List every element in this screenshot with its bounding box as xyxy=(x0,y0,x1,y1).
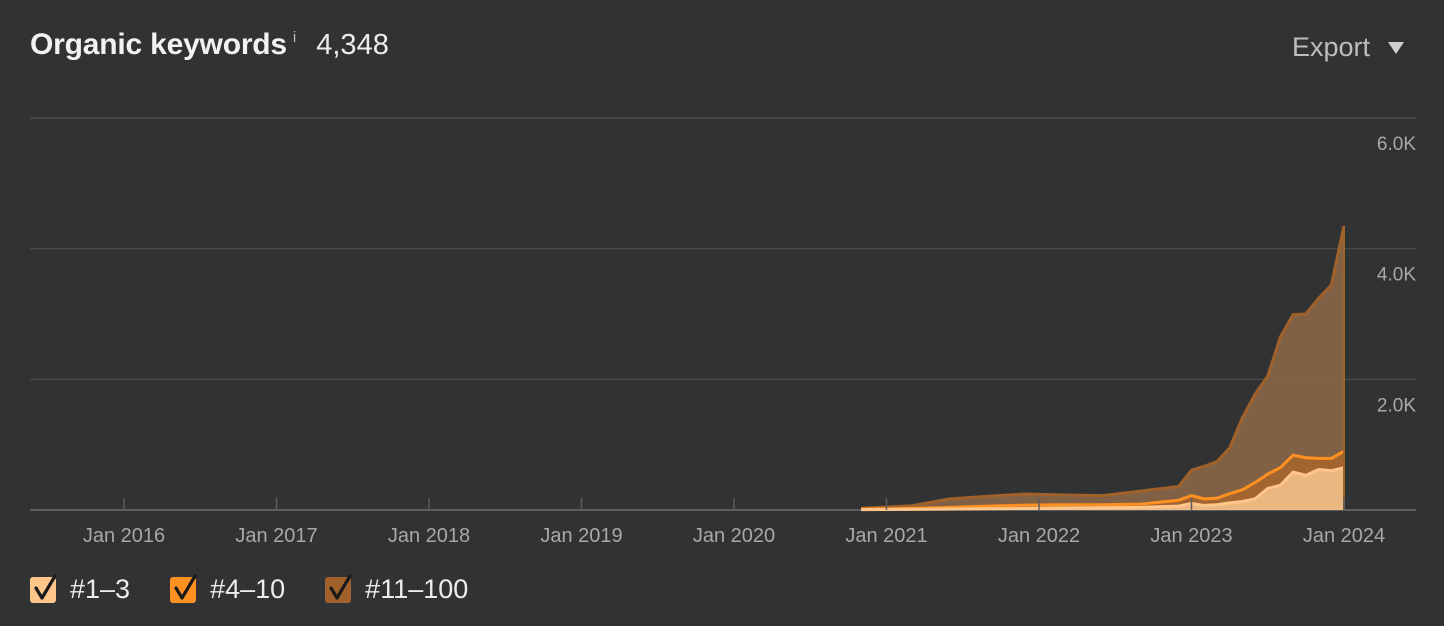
chevron-down-icon xyxy=(1388,41,1404,54)
series-area xyxy=(861,467,1344,510)
chart-header: Organic keywords i 4,348 xyxy=(30,28,389,72)
legend-item-11-100[interactable]: #11–100 xyxy=(325,573,469,605)
legend-label: #11–100 xyxy=(365,574,469,604)
chart-plot: Jan 2016 Jan 2017 Jan 2018 Jan 2019 Jan 2020… xyxy=(30,117,1416,547)
checkbox-checked-icon[interactable] xyxy=(170,573,197,603)
x-tick-label: Jan 2018 xyxy=(388,525,470,547)
x-tick-label: Jan 2016 xyxy=(83,525,165,547)
x-tick-label: Jan 2019 xyxy=(540,525,622,547)
x-tick-label: Jan 2020 xyxy=(693,525,775,547)
x-tick-label: Jan 2022 xyxy=(998,525,1080,547)
x-tick-label: Jan 2021 xyxy=(845,525,927,547)
checkbox-checked-icon[interactable] xyxy=(325,573,352,603)
y-tick-label: 6.0K xyxy=(1377,134,1416,155)
x-axis: Jan 2016 Jan 2017 Jan 2018 Jan 2019 Jan 2020… xyxy=(83,498,1385,547)
y-tick-label: 2.0K xyxy=(1377,395,1416,416)
info-icon[interactable]: i xyxy=(292,29,297,46)
series-line xyxy=(861,466,1345,512)
legend-item-4-10[interactable]: #4–10 xyxy=(170,573,286,605)
series-lines xyxy=(861,225,1346,512)
y-tick-label: 4.0K xyxy=(1377,265,1416,286)
keyword-count: 4,348 xyxy=(316,29,389,61)
x-tick-label: Jan 2024 xyxy=(1303,525,1385,547)
legend-label: #1–3 xyxy=(70,574,131,604)
x-tick-label: Jan 2023 xyxy=(1150,525,1232,547)
y-axis: 2.0K 4.0K 6.0K xyxy=(1377,134,1416,416)
export-button[interactable]: Export xyxy=(1292,32,1404,63)
legend-item-1-3[interactable]: #1–3 xyxy=(30,573,131,605)
x-tick-label: Jan 2017 xyxy=(235,525,317,547)
legend: #1–3 #4–10 #11–100 xyxy=(30,573,508,605)
series-line xyxy=(861,225,1346,510)
export-label: Export xyxy=(1291,32,1370,62)
checkbox-checked-icon[interactable] xyxy=(30,573,57,603)
legend-label: #4–10 xyxy=(210,574,286,604)
series-line xyxy=(861,449,1345,511)
chart-title: Organic keywords xyxy=(30,28,287,61)
grid-lines xyxy=(30,117,1416,511)
